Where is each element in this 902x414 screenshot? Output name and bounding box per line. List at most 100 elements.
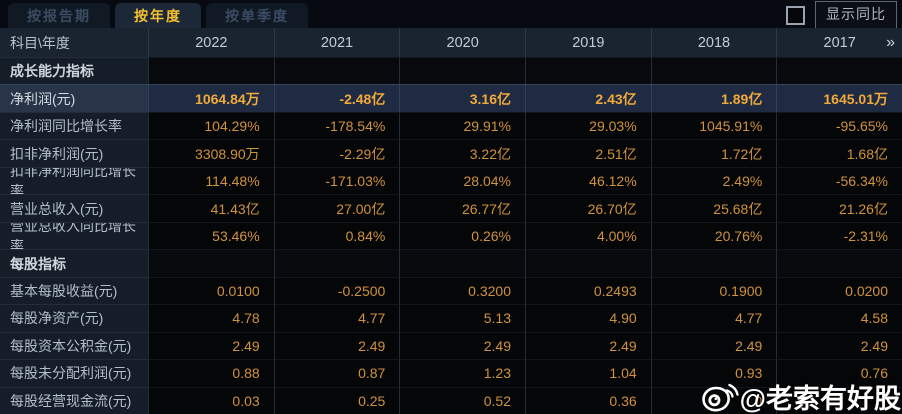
year-header-2020: 2020 — [399, 28, 525, 57]
cell-value: 0.52 — [399, 386, 525, 414]
year-header-2022: 2022 — [148, 28, 274, 57]
cell-value: 4.90 — [524, 304, 651, 332]
cell-value: 0.84% — [273, 221, 400, 250]
table-row-net-profit[interactable]: 净利润(元) 1064.84万 -2.48亿 3.16亿 2.43亿 1.89亿… — [0, 84, 902, 112]
row-label: 每股经营现金流(元) — [0, 386, 148, 414]
cell-value: 0.76 — [776, 359, 902, 387]
cell-value: 4.78 — [148, 304, 274, 332]
cell-value: 1064.84万 — [148, 84, 274, 112]
table-row-undistributed-profit-per-share[interactable]: 每股未分配利润(元) 0.88 0.87 1.23 1.04 0.93 0.76 — [0, 359, 902, 387]
cell-value: 2.49 — [776, 331, 902, 360]
cell-value: 1645.01万 — [776, 84, 902, 112]
table-row-capital-reserve-per-share[interactable]: 每股资本公积金(元) 2.49 2.49 2.49 2.49 2.49 2.49 — [0, 331, 902, 360]
year-header-2021: 2021 — [273, 28, 400, 57]
more-columns-icon[interactable]: » — [886, 33, 895, 51]
cell-value: 0.36 — [524, 386, 651, 414]
cell-value: 3.16亿 — [399, 84, 525, 112]
cell-value: 2.49% — [650, 166, 777, 195]
section-row-per-share: 每股指标 — [0, 249, 902, 277]
tab-quarterly[interactable]: 按单季度 — [206, 3, 308, 28]
cell-value: 2.43亿 — [524, 84, 651, 112]
year-header-2017: 2017 » — [776, 28, 902, 57]
cell-value: 0.0100 — [148, 276, 274, 305]
table-row-net-asset-per-share[interactable]: 每股净资产(元) 4.78 4.77 5.13 4.90 4.77 4.58 — [0, 304, 902, 332]
cell-value: 0.0200 — [776, 276, 902, 305]
cell-value: 21.26亿 — [776, 194, 902, 222]
cell-value: 4.58 — [776, 304, 902, 332]
cell-value: 29.91% — [399, 111, 525, 140]
financial-table: 科目\年度 2022 2021 2020 2019 2018 2017 » 成长… — [0, 28, 902, 414]
row-label: 每股净资产(元) — [0, 304, 148, 332]
table-row-total-revenue[interactable]: 营业总收入(元) 41.43亿 27.00亿 26.77亿 26.70亿 25.… — [0, 194, 902, 222]
cell-value: -95.65% — [776, 111, 902, 140]
cell-value: 3.22亿 — [399, 139, 525, 167]
cell-value: 1.89亿 — [650, 84, 777, 112]
cell-value: 29.03% — [524, 111, 651, 140]
cell-value — [776, 386, 902, 414]
row-label: 扣非净利润同比增长率 — [0, 166, 148, 195]
year-header-2019: 2019 — [524, 28, 651, 57]
cell-value: 0.26% — [399, 221, 525, 250]
table-row-operating-cashflow-per-share[interactable]: 每股经营现金流(元) 0.03 0.25 0.52 0.36 0 — [0, 386, 902, 414]
cell-value: -2.29亿 — [273, 139, 400, 167]
tab-bar: 按报告期 按年度 按单季度 显示同比 — [0, 0, 902, 29]
cell-value: 2.49 — [650, 331, 777, 360]
cell-value: 1.04 — [524, 359, 651, 387]
tab-report-period[interactable]: 按报告期 — [8, 3, 110, 28]
cell-value: 0.1900 — [650, 276, 777, 305]
cell-value: -178.54% — [273, 111, 400, 140]
cell-value: 4.77 — [273, 304, 400, 332]
year-header-2017-label: 2017 — [823, 34, 856, 51]
table-row-deducted-net-profit-yoy[interactable]: 扣非净利润同比增长率 114.48% -171.03% 28.04% 46.12… — [0, 166, 902, 195]
row-label: 营业总收入同比增长率 — [0, 221, 148, 250]
row-label: 每股未分配利润(元) — [0, 359, 148, 387]
section-row-growth: 成长能力指标 — [0, 57, 902, 85]
cell-value: -0.2500 — [273, 276, 400, 305]
cell-value: 41.43亿 — [148, 194, 274, 222]
cell-value: 0.03 — [148, 386, 274, 414]
cell-value: 25.68亿 — [650, 194, 777, 222]
cell-value — [650, 57, 777, 85]
cell-value — [650, 249, 777, 277]
year-header-2018: 2018 — [650, 28, 777, 57]
cell-value: 53.46% — [148, 221, 274, 250]
table-row-basic-eps[interactable]: 基本每股收益(元) 0.0100 -0.2500 0.3200 0.2493 0… — [0, 276, 902, 305]
cell-value — [776, 249, 902, 277]
cell-value — [399, 249, 525, 277]
yoy-control: 显示同比 — [786, 1, 897, 29]
row-label: 每股资本公积金(元) — [0, 331, 148, 360]
cell-value: 27.00亿 — [273, 194, 400, 222]
cell-value — [524, 57, 651, 85]
yoy-label[interactable]: 显示同比 — [815, 1, 897, 29]
corner-label: 科目\年度 — [0, 28, 148, 57]
row-label: 基本每股收益(元) — [0, 276, 148, 305]
cell-value: 0.25 — [273, 386, 400, 414]
cell-value — [776, 57, 902, 85]
table-row-net-profit-yoy[interactable]: 净利润同比增长率 104.29% -178.54% 29.91% 29.03% … — [0, 111, 902, 140]
cell-value — [524, 249, 651, 277]
cell-value: -2.48亿 — [273, 84, 400, 112]
table-row-total-revenue-yoy[interactable]: 营业总收入同比增长率 53.46% 0.84% 0.26% 4.00% 20.7… — [0, 221, 902, 250]
table-header-row: 科目\年度 2022 2021 2020 2019 2018 2017 » — [0, 28, 902, 57]
cell-value — [148, 249, 274, 277]
cell-value: 0.87 — [273, 359, 400, 387]
section-label: 每股指标 — [0, 249, 148, 277]
weibo-icon — [701, 382, 739, 412]
cell-value: 1.68亿 — [776, 139, 902, 167]
row-label: 净利润(元) — [0, 84, 148, 112]
cell-value: 1.23 — [399, 359, 525, 387]
cell-value: 1045.91% — [650, 111, 777, 140]
tab-annual[interactable]: 按年度 — [115, 3, 201, 28]
cell-value: 26.70亿 — [524, 194, 651, 222]
cell-value — [273, 249, 400, 277]
cell-value: 0.2493 — [524, 276, 651, 305]
cell-value: 2.51亿 — [524, 139, 651, 167]
cell-value: 1.72亿 — [650, 139, 777, 167]
watermark-text: @老索有好股 — [739, 384, 901, 414]
table-row-deducted-net-profit[interactable]: 扣非净利润(元) 3308.90万 -2.29亿 3.22亿 2.51亿 1.7… — [0, 139, 902, 167]
cell-value: 46.12% — [524, 166, 651, 195]
yoy-checkbox[interactable] — [786, 5, 805, 25]
cell-value: -171.03% — [273, 166, 400, 195]
section-label: 成长能力指标 — [0, 57, 148, 85]
